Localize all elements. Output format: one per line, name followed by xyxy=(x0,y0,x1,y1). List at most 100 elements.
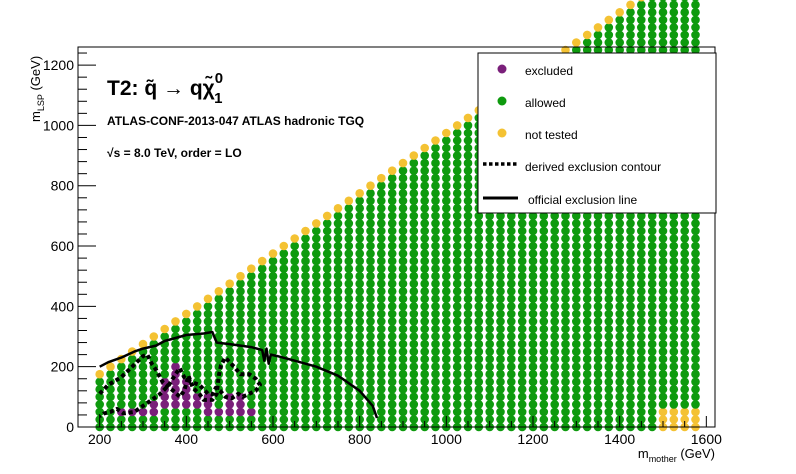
scan-point-allowed xyxy=(355,256,365,266)
scan-point-allowed xyxy=(387,294,397,304)
scan-point-allowed xyxy=(182,407,191,417)
scan-point-allowed xyxy=(355,302,365,311)
scan-point-allowed xyxy=(398,400,408,409)
scan-point-allowed xyxy=(647,264,657,274)
scan-point-allowed xyxy=(637,347,646,356)
y-tick-label: 1200 xyxy=(43,57,74,73)
scan-point-allowed xyxy=(604,415,614,424)
scan-point-not-tested xyxy=(387,166,397,175)
scan-point-allowed xyxy=(658,211,668,221)
scan-point-allowed xyxy=(604,332,614,341)
scan-point-allowed xyxy=(637,30,646,40)
scan-point-allowed xyxy=(312,317,321,326)
scan-point-allowed xyxy=(322,241,332,251)
scan-point-allowed xyxy=(680,385,689,394)
scan-point-allowed xyxy=(539,287,549,296)
x-tick-label: 400 xyxy=(175,431,199,447)
scan-point-allowed xyxy=(680,347,689,356)
scan-point-allowed xyxy=(604,317,614,326)
scan-point-allowed xyxy=(236,279,245,289)
scan-point-allowed xyxy=(561,287,570,296)
scan-point-allowed xyxy=(539,339,549,349)
scan-point-allowed xyxy=(387,249,397,258)
scan-point-allowed xyxy=(691,392,700,402)
scan-point-allowed xyxy=(550,339,559,349)
scan-point-allowed xyxy=(593,45,603,55)
scan-point-allowed xyxy=(452,234,462,243)
scan-point-allowed xyxy=(452,309,462,319)
scan-point-allowed xyxy=(593,354,603,364)
scan-point-allowed xyxy=(658,256,668,266)
scan-point-allowed xyxy=(420,249,430,258)
scan-point-allowed xyxy=(452,362,462,372)
scan-point-allowed xyxy=(582,332,592,341)
scan-point-allowed xyxy=(127,392,137,402)
scan-point-allowed xyxy=(572,407,581,417)
scan-point-allowed xyxy=(496,256,505,266)
scan-point-allowed xyxy=(647,271,657,281)
scan-point-excluded xyxy=(247,407,256,417)
scan-point-allowed xyxy=(615,271,624,281)
scan-point-allowed xyxy=(95,392,104,402)
scan-point-allowed xyxy=(387,385,397,394)
scan-point-allowed xyxy=(463,166,473,175)
scan-point-allowed xyxy=(680,324,689,334)
scan-point-allowed xyxy=(377,211,386,221)
scan-point-allowed xyxy=(333,287,343,296)
scan-point-allowed xyxy=(312,264,321,274)
scan-point-allowed xyxy=(658,324,668,334)
scan-point-allowed xyxy=(561,354,570,364)
scan-point-allowed xyxy=(377,302,386,311)
scan-point-allowed xyxy=(420,181,430,190)
scan-point-allowed xyxy=(604,211,614,221)
scan-point-allowed xyxy=(658,23,668,32)
scan-point-allowed xyxy=(539,241,549,251)
scan-point-allowed xyxy=(680,249,689,258)
scan-point-allowed xyxy=(160,362,169,372)
scan-point-allowed xyxy=(539,400,549,409)
scan-point-allowed xyxy=(420,241,430,251)
scan-point-allowed xyxy=(203,369,213,379)
scan-point-allowed xyxy=(322,347,332,356)
scan-point-allowed xyxy=(637,332,646,341)
scan-point-allowed xyxy=(160,332,169,341)
scan-point-allowed xyxy=(268,294,278,304)
scan-point-allowed xyxy=(604,219,614,228)
scan-point-allowed xyxy=(507,279,516,289)
legend-marker-not-tested xyxy=(497,128,507,138)
scan-point-allowed xyxy=(431,256,440,266)
scan-point-allowed xyxy=(344,226,354,236)
scan-point-allowed xyxy=(431,151,440,160)
scan-point-allowed xyxy=(442,181,451,190)
scan-point-allowed xyxy=(604,354,614,364)
scan-point-allowed xyxy=(572,302,581,311)
scan-point-allowed xyxy=(507,219,516,228)
scan-point-allowed xyxy=(247,294,256,304)
scan-point-allowed xyxy=(301,309,310,319)
scan-point-allowed xyxy=(680,302,689,311)
scan-point-allowed xyxy=(344,309,354,319)
scan-point-excluded xyxy=(182,400,191,409)
scan-point-allowed xyxy=(658,302,668,311)
scan-point-allowed xyxy=(420,287,430,296)
scan-point-allowed xyxy=(691,317,700,326)
scan-point-allowed xyxy=(420,158,430,168)
scan-point-allowed xyxy=(604,400,614,409)
y-tick-label: 600 xyxy=(51,238,75,254)
scan-point-allowed xyxy=(138,392,148,402)
scan-point-allowed xyxy=(528,369,538,379)
scan-point-allowed xyxy=(474,339,484,349)
scan-point-allowed xyxy=(431,166,440,175)
scan-point-allowed xyxy=(496,385,505,394)
y-tick-label: 400 xyxy=(51,298,75,314)
scan-point-allowed xyxy=(127,377,137,387)
scan-point-allowed xyxy=(658,377,668,387)
scan-point-allowed xyxy=(463,256,473,266)
scan-point-allowed xyxy=(355,219,365,228)
scan-point-allowed xyxy=(517,309,527,319)
scan-point-allowed xyxy=(366,196,375,206)
scan-point-allowed xyxy=(366,347,375,356)
scan-point-allowed xyxy=(507,309,516,319)
scan-point-allowed xyxy=(355,347,365,356)
scan-point-allowed xyxy=(496,219,505,228)
